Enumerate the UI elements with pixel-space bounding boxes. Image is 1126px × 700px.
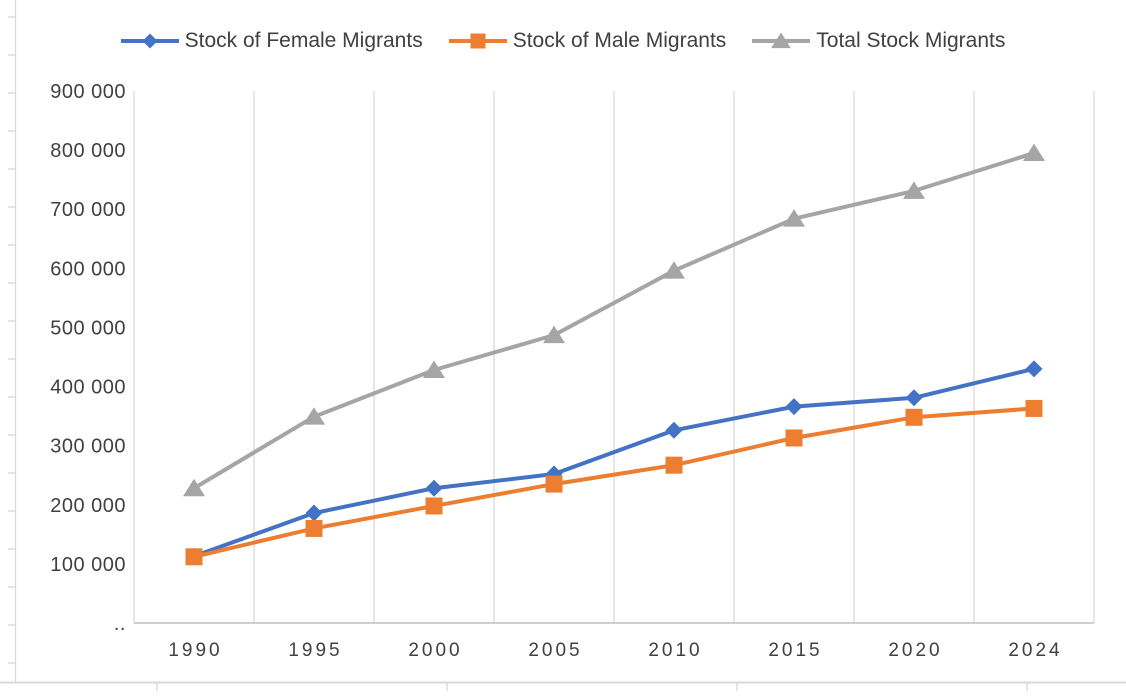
chart-legend: Stock of Female Migrants Stock of Male Mi… [0,22,1126,60]
series-marker-diamond [785,398,803,416]
series-marker-square [305,519,323,537]
x-axis-label: 2010 [648,640,702,661]
y-axis-label: 200 000 [50,495,126,517]
legend-label: Stock of Female Migrants [184,29,423,52]
series-marker-diamond [425,479,443,497]
x-axis-label: 2024 [1008,640,1062,661]
series-marker-square [665,456,683,474]
y-axis-label: 500 000 [50,317,126,339]
series-marker-triangle [771,32,792,49]
x-axis-label: 1990 [168,640,222,661]
y-axis-label: .. [114,613,126,635]
series-marker-triangle [302,407,326,425]
series-marker-diamond [305,504,323,522]
series-marker-triangle [662,261,686,279]
series-marker-square [545,475,563,493]
legend-item-stock-of-female-migrants[interactable]: Stock of Female Migrants [120,29,423,53]
series-marker-triangle [422,360,446,378]
series-marker-triangle [902,181,926,199]
series-marker-diamond [665,421,683,439]
series-marker-diamond [905,389,923,407]
series-marker-diamond [1025,360,1043,378]
series-marker-triangle [1022,143,1046,162]
series-line-total-stock-migrants [192,151,1036,491]
legend-label: Total Stock Migrants [816,29,1006,52]
y-axis-label: 700 000 [50,199,126,221]
legend-label: Stock of Male Migrants [512,29,727,52]
series-line-stock-of-male-migrants [192,406,1036,559]
series-marker-triangle [542,325,566,344]
x-axis-label: 2015 [768,640,822,661]
series-marker-square [185,548,203,566]
x-axis-label: 2005 [528,640,582,661]
y-axis-label: 800 000 [50,140,126,162]
series-marker-square [785,429,803,447]
series-marker-square [905,408,923,426]
y-axis-label: 100 000 [50,554,126,576]
legend-item-total-stock-migrants[interactable]: Total Stock Migrants [752,29,1005,53]
y-axis-label: 400 000 [50,377,126,399]
legend-item-stock-of-male-migrants[interactable]: Stock of Male Migrants [448,29,727,53]
series-marker-triangle [782,209,806,227]
series-marker-diamond [142,33,158,49]
legend-marker-square [448,33,507,49]
y-axis-label: 600 000 [50,258,126,280]
y-axis-label: 300 000 [50,436,126,458]
x-axis-label: 1995 [288,640,342,661]
x-axis-label: 2020 [888,640,942,661]
series-marker-square [1025,399,1043,417]
legend-marker-diamond [120,33,179,49]
y-axis-label: 900 000 [50,81,126,103]
series-line-stock-of-female-migrants [192,366,1036,559]
x-axis-label: 2000 [408,640,462,661]
series-marker-triangle [182,478,206,497]
legend-marker-triangle [752,32,811,49]
series-marker-square [470,33,486,49]
series-marker-square [425,497,443,515]
